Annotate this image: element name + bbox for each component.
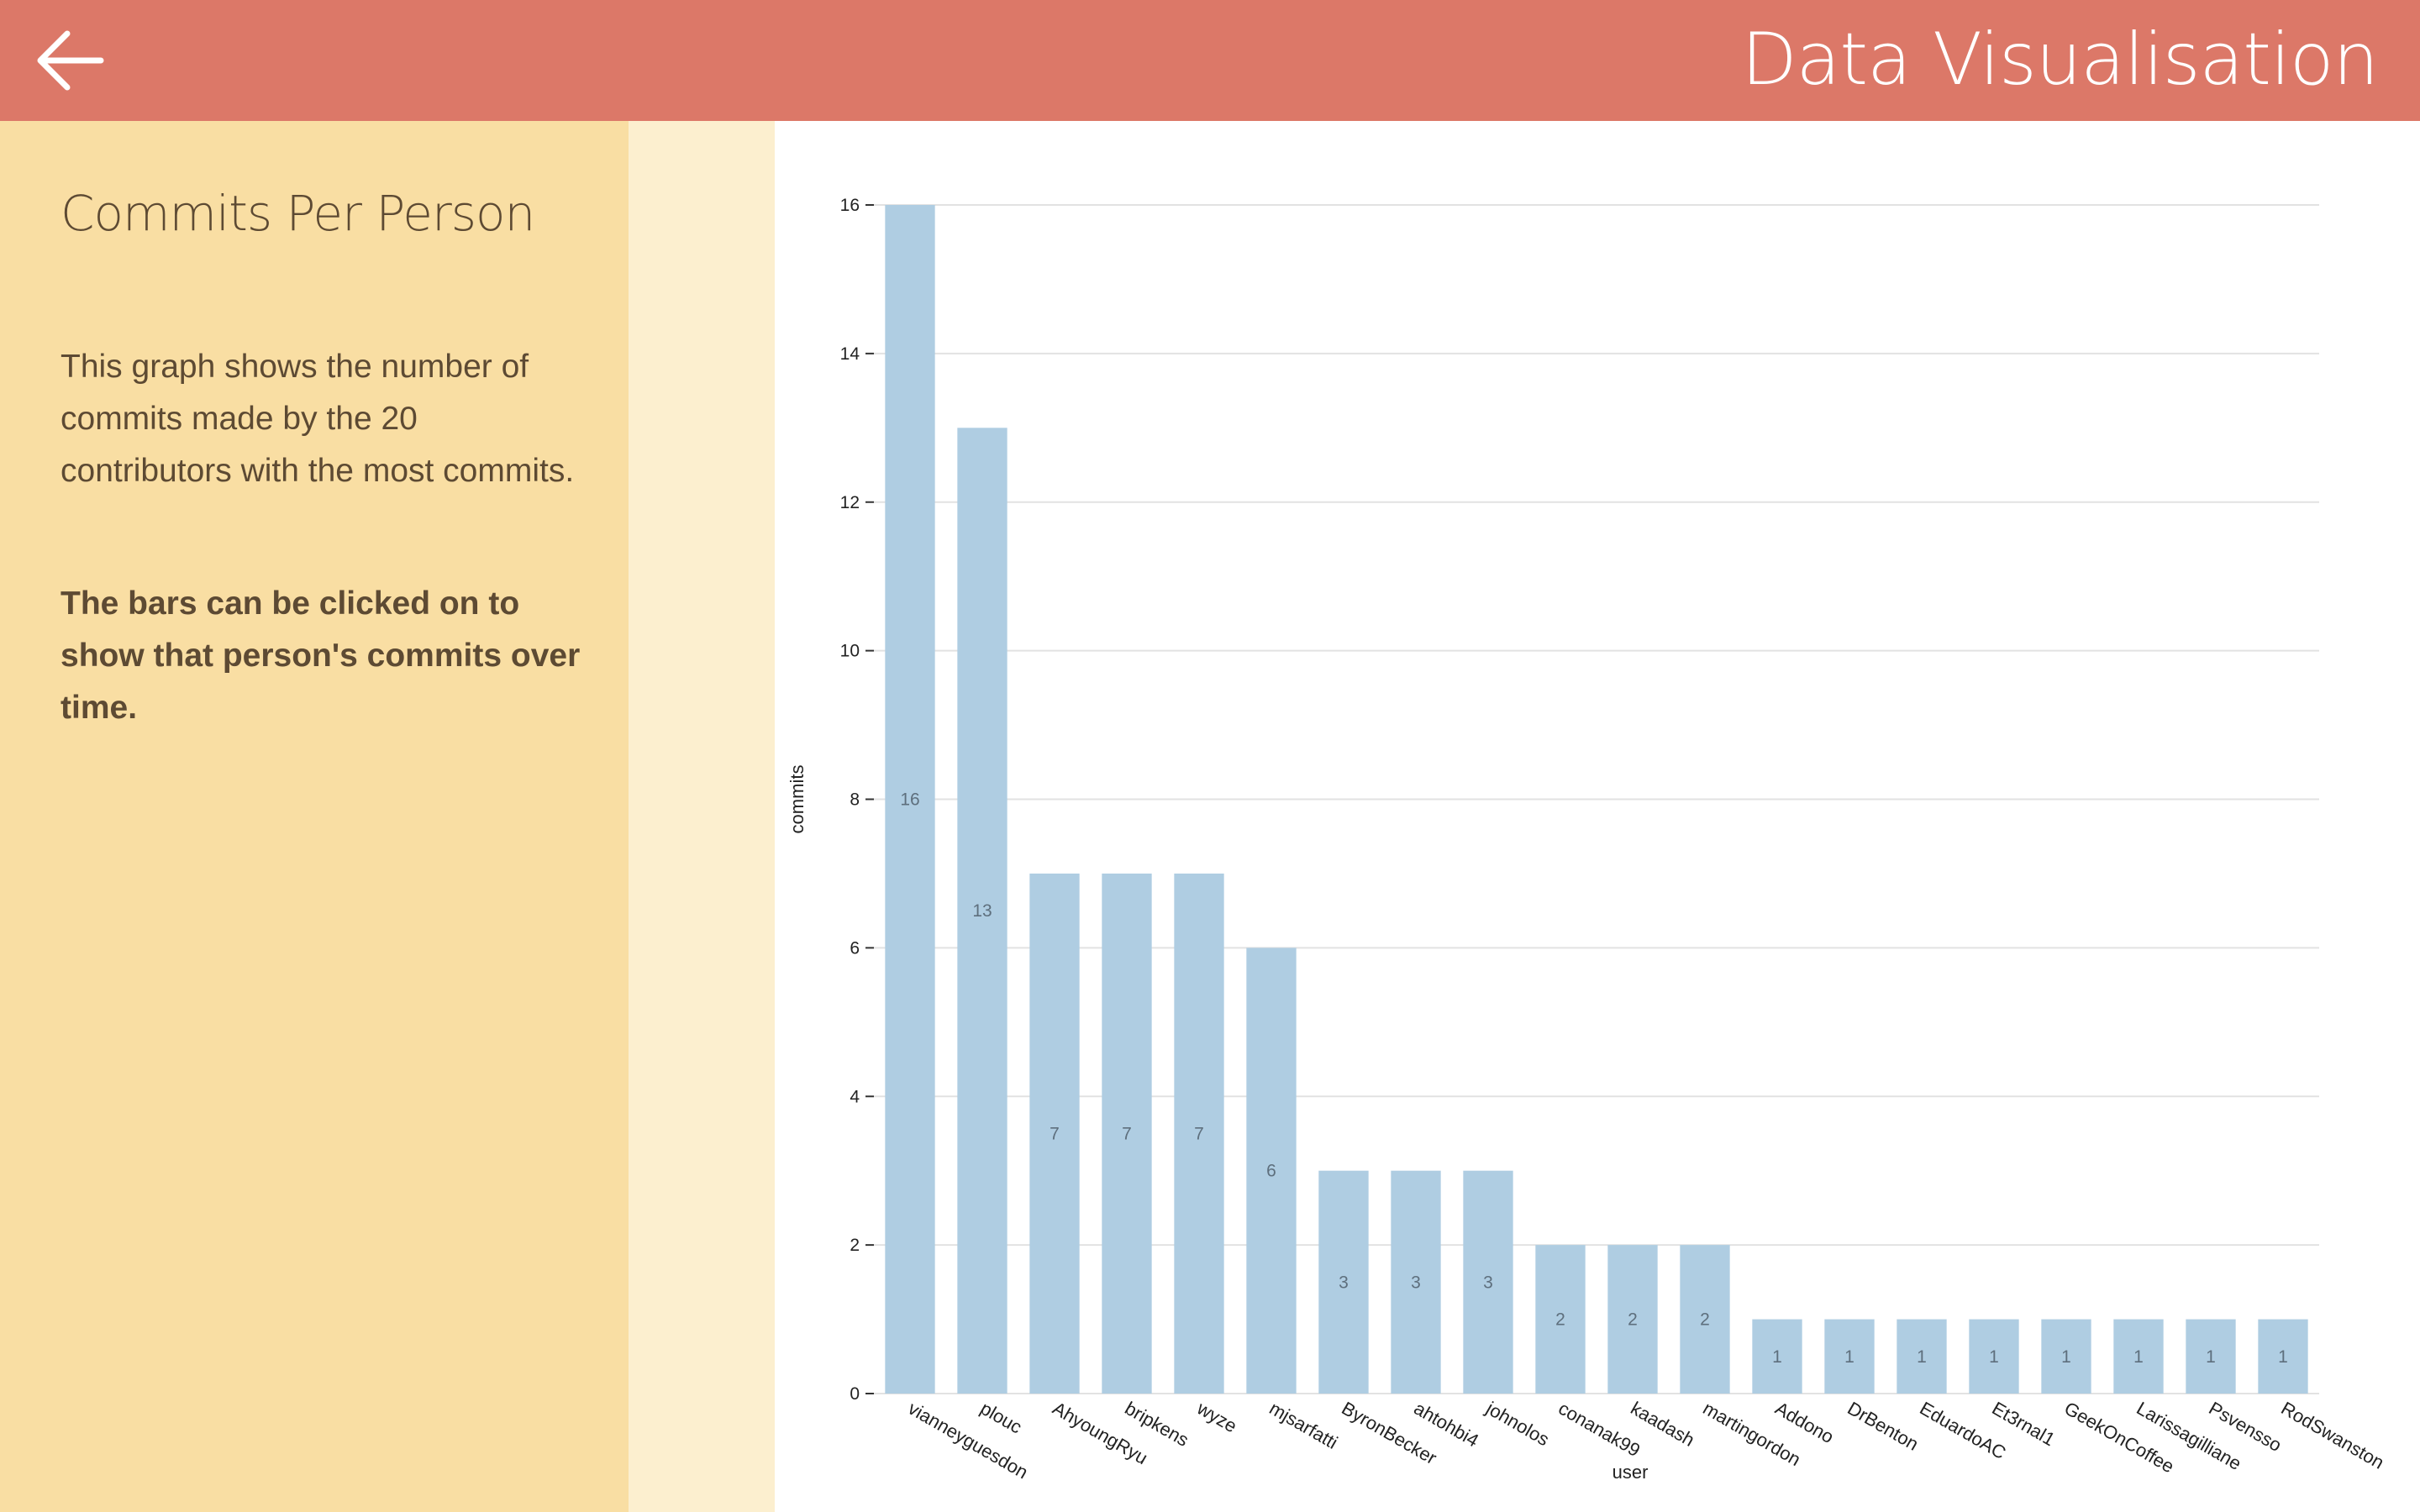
bar[interactable]: [1029, 873, 1080, 1394]
bar[interactable]: [1897, 1319, 1947, 1394]
x-tick-label: DrBenton: [1844, 1398, 1923, 1455]
bar-value-label: 1: [2061, 1347, 2071, 1367]
bar-value-label: 2: [1628, 1310, 1638, 1330]
sidebar: Commits Per Person This graph shows the …: [0, 121, 629, 1512]
x-tick-label: mjsarfatti: [1266, 1398, 1342, 1453]
x-axis-title: user: [1612, 1462, 1649, 1483]
bar[interactable]: [1752, 1319, 1802, 1394]
bar[interactable]: [2186, 1319, 2236, 1394]
chart-description: This graph shows the number of commits m…: [60, 349, 575, 489]
bar[interactable]: [2258, 1319, 2308, 1394]
sidebar-gutter: [629, 121, 775, 1512]
y-tick-label: 0: [850, 1384, 860, 1404]
bar-value-label: 7: [1050, 1124, 1060, 1143]
y-tick-label: 14: [840, 344, 860, 364]
y-tick-label: 16: [840, 196, 860, 215]
bar[interactable]: [1463, 1170, 1513, 1394]
x-tick-label: plouc: [977, 1398, 1026, 1438]
bar[interactable]: [1174, 873, 1224, 1394]
bar-value-label: 3: [1339, 1273, 1349, 1292]
bar-value-label: 1: [1772, 1347, 1782, 1367]
chart-heading: Commits Per Person: [60, 185, 535, 242]
x-tick-label: conanak99: [1555, 1398, 1644, 1461]
y-axis-title: commits: [786, 765, 808, 834]
bar-value-label: 16: [900, 790, 919, 810]
y-tick-label: 6: [850, 938, 860, 958]
bar-value-label: 7: [1194, 1124, 1204, 1143]
back-button[interactable]: [32, 25, 109, 96]
bar[interactable]: [1824, 1319, 1875, 1394]
bar-value-label: 3: [1411, 1273, 1421, 1292]
y-tick-label: 4: [850, 1087, 860, 1106]
bar[interactable]: [1246, 948, 1297, 1394]
bar-value-label: 2: [1555, 1310, 1565, 1330]
chart-panel: 0 2 4 6 8 10 12 14 16 commits 16 vianneyguesdon 13 pl…: [775, 121, 2420, 1512]
bar-value-label: 2: [1700, 1310, 1710, 1330]
y-tick-label: 12: [840, 493, 860, 512]
bar[interactable]: [1969, 1319, 2019, 1394]
bar-value-label: 3: [1483, 1273, 1493, 1292]
bar[interactable]: [2041, 1319, 2091, 1394]
bar[interactable]: [1680, 1245, 1730, 1394]
bar-value-label: 1: [1989, 1347, 1999, 1367]
chart-instructions: The bars can be clicked on to show that …: [60, 585, 581, 726]
bar[interactable]: [1391, 1170, 1441, 1394]
bar[interactable]: [1535, 1245, 1586, 1394]
app-title: Data Visualisation: [1741, 18, 2379, 102]
bar-value-label: 6: [1266, 1162, 1276, 1181]
x-tick-label: vianneyguesdon: [905, 1398, 1032, 1483]
x-tick-label: RodSwanston: [2278, 1398, 2388, 1473]
bar[interactable]: [885, 205, 935, 1394]
bar-value-label: 1: [1844, 1347, 1854, 1367]
bar[interactable]: [1318, 1170, 1369, 1394]
bar[interactable]: [2113, 1319, 2164, 1394]
bar-value-label: 1: [1917, 1347, 1927, 1367]
y-tick-label: 8: [850, 790, 860, 810]
x-tick-label: johnolos: [1482, 1397, 1553, 1450]
bar-value-label: 1: [2278, 1347, 2288, 1367]
y-tick-label: 2: [850, 1236, 860, 1255]
bar[interactable]: [1607, 1245, 1658, 1394]
bar[interactable]: [957, 428, 1007, 1394]
y-tick-label: 10: [840, 642, 860, 661]
x-tick-label: wyze: [1193, 1397, 1241, 1436]
arrow-left-icon: [37, 30, 104, 91]
bar-value-label: 7: [1122, 1124, 1132, 1143]
bar[interactable]: [1102, 873, 1152, 1394]
bar-value-label: 1: [2133, 1347, 2144, 1367]
app-header: Data Visualisation: [0, 0, 2420, 121]
bar-value-label: 13: [972, 901, 992, 921]
bar-value-label: 1: [2206, 1347, 2216, 1367]
